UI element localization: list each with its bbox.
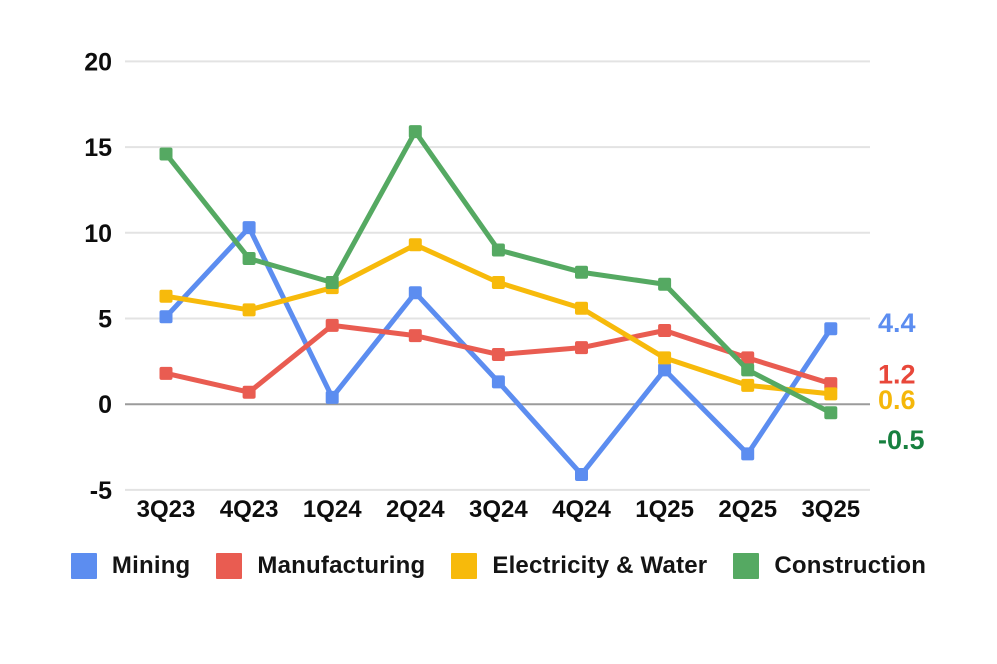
x-axis-label: 4Q24: [552, 496, 611, 523]
data-point: [408, 238, 422, 252]
data-point: [159, 310, 173, 324]
data-point: [159, 366, 173, 380]
data-point: [575, 467, 588, 481]
y-tick-label: -5: [90, 477, 112, 505]
line-chart: 20 15 10 5 0 -5 3Q23 4Q23 1Q24 2Q24 3Q24 4Q24 1Q25 2Q…: [84, 48, 925, 523]
legend-item-construction: Construction: [733, 552, 926, 580]
data-point: [741, 363, 755, 377]
data-point: [741, 351, 755, 365]
x-axis-label: 2Q25: [718, 496, 777, 523]
legend-item-mining: Mining: [70, 552, 191, 580]
legend-swatch-manufacturing: [216, 553, 243, 579]
data-point: [741, 447, 755, 461]
data-point: [325, 276, 339, 290]
data-point: [824, 377, 838, 391]
data-point: [242, 221, 256, 235]
series-line-construction: [163, 129, 834, 416]
data-point: [658, 277, 672, 291]
x-axis-label: 4Q23: [220, 496, 279, 523]
data-point: [408, 329, 422, 343]
series-end-label: 1.2: [878, 360, 916, 390]
data-point: [242, 252, 256, 266]
legend-item-manufacturing: Manufacturing: [216, 552, 425, 580]
data-point: [658, 363, 672, 377]
x-axis-label: 2Q24: [386, 496, 445, 523]
data-point: [824, 387, 838, 401]
data-point: [824, 322, 838, 336]
data-point: [408, 125, 422, 139]
data-point: [242, 385, 256, 399]
data-point: [575, 301, 588, 315]
legend-label-mining: Mining: [111, 552, 191, 579]
x-axis-label: 1Q25: [635, 496, 694, 523]
data-point: [491, 347, 505, 361]
data-point: [491, 243, 505, 257]
x-axis-label: 1Q24: [303, 496, 362, 523]
data-point: [741, 378, 755, 392]
y-tick-label: 20: [84, 48, 112, 76]
data-point: [242, 303, 256, 317]
y-tick-label: 5: [98, 306, 112, 334]
y-tick-label: 15: [84, 134, 112, 162]
data-point: [491, 276, 505, 290]
data-point: [575, 341, 588, 355]
chart-legend: Mining Manufacturing Electricity & Water…: [0, 552, 997, 580]
x-axis-label: 3Q24: [469, 496, 528, 523]
legend-label-construction: Construction: [774, 552, 927, 579]
data-point: [325, 318, 339, 332]
legend-swatch-mining: [70, 553, 97, 579]
series-end-label: 4.4: [878, 308, 916, 338]
legend-label-manufacturing: Manufacturing: [257, 552, 426, 579]
data-point: [575, 265, 588, 279]
series-end-label: 0.6: [878, 385, 916, 415]
legend-label-electricity-water: Electricity & Water: [492, 552, 708, 579]
legend-swatch-construction: [733, 553, 760, 579]
data-point: [159, 289, 173, 303]
data-point: [658, 323, 672, 337]
legend-item-electricity-water: Electricity & Water: [451, 552, 707, 580]
legend-swatch-electricity-water: [451, 553, 478, 579]
x-axis-label: 3Q23: [137, 496, 196, 523]
x-axis-label: 3Q25: [801, 496, 860, 523]
data-point: [658, 351, 672, 365]
series-end-label: -0.5: [878, 425, 925, 455]
y-tick-label: 0: [98, 391, 112, 419]
y-tick-label: 10: [84, 220, 112, 248]
data-point: [824, 406, 838, 420]
data-point: [491, 375, 505, 389]
data-point: [159, 147, 173, 161]
data-point: [408, 286, 422, 300]
data-point: [325, 390, 339, 404]
